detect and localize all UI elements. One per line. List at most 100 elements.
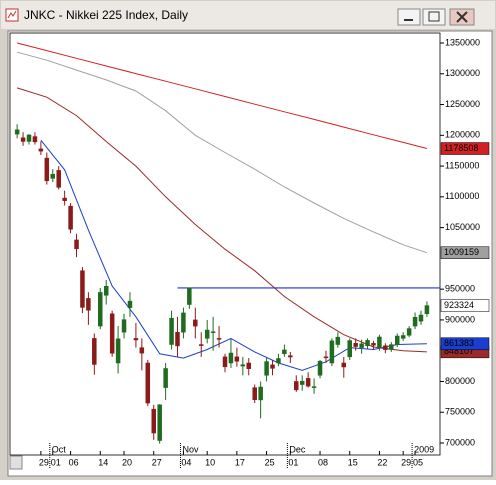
candle-body [389, 344, 394, 350]
last-value-label: 1009159 [444, 247, 479, 257]
x-tick-label: 29 [401, 457, 411, 467]
candle-body [62, 197, 67, 201]
y-tick-label: 1250000 [445, 99, 480, 109]
candle-body [371, 343, 376, 346]
candle-body [335, 336, 341, 345]
candle-body [365, 340, 370, 347]
candle-body [68, 205, 73, 230]
plot [14, 42, 440, 444]
candle-body [282, 349, 287, 355]
moving-average-line [16, 42, 428, 149]
month-label: Dec [289, 444, 306, 454]
x-tick-label: 17 [235, 457, 245, 467]
candle-body [311, 386, 317, 388]
candle-body [240, 364, 246, 367]
candle-body [44, 157, 50, 182]
candle-body [323, 356, 329, 359]
candle-body [103, 286, 109, 296]
candle-body [264, 361, 269, 376]
moving-average-line [16, 51, 428, 254]
month-label: Oct [52, 444, 67, 454]
y-tick-label: 950000 [445, 284, 475, 294]
candle-body [198, 344, 204, 346]
x-tick-label: 25 [265, 457, 275, 467]
y-tick-label: 1150000 [445, 160, 479, 170]
x-tick-label: 08 [318, 457, 328, 467]
candle-body [377, 336, 382, 348]
candle-body [246, 362, 252, 369]
candle-body [383, 345, 388, 350]
candle-body [175, 331, 180, 347]
minimize-button[interactable] [397, 8, 421, 26]
x-tick-label: 22 [377, 457, 387, 467]
candle-body [139, 347, 145, 354]
candle-body [38, 148, 44, 152]
candle-body [133, 338, 139, 341]
candle-body [394, 335, 400, 345]
candle-body [193, 319, 198, 327]
candle-body [406, 328, 412, 336]
y-tick-label: 1200000 [445, 130, 480, 140]
maximize-button[interactable] [422, 8, 446, 26]
candle-body [353, 343, 358, 347]
candle-body [121, 319, 127, 333]
candle-body [288, 355, 293, 358]
x-tick-label: 29 [39, 457, 49, 467]
candle-body [86, 298, 91, 311]
candle-body [92, 338, 97, 365]
y-tick-label: 750000 [445, 407, 475, 417]
candle-body [20, 137, 26, 142]
candle-body [157, 404, 162, 441]
candle-body [234, 356, 240, 362]
x-tick-label: 05 [413, 457, 423, 467]
candle-body [270, 364, 275, 369]
candle-body [329, 340, 335, 364]
candle-body [204, 329, 210, 339]
candle-body [341, 362, 347, 368]
month-label: Nov [182, 444, 199, 454]
candle-body [56, 170, 61, 188]
x-tick-label: 27 [152, 457, 162, 467]
x-tick-label: 06 [69, 457, 79, 467]
candle-body [163, 368, 168, 388]
candle-body [74, 239, 79, 250]
candle-body [181, 312, 186, 333]
candle-body [26, 134, 32, 142]
candle-body [216, 338, 222, 340]
y-tick-label: 1100000 [445, 191, 479, 201]
candle-body [109, 313, 115, 354]
candle-body [151, 408, 156, 434]
candle-body [305, 378, 311, 387]
x-tick-label: 15 [348, 457, 358, 467]
y-tick-label: 1350000 [445, 37, 480, 47]
candle-body [50, 173, 56, 179]
y-tick-label: 700000 [445, 437, 475, 447]
candle-body [228, 352, 234, 364]
last-value-label: 861383 [444, 338, 474, 348]
candle-body [145, 362, 151, 404]
candle-body [32, 136, 38, 143]
last-value-label: 848107 [444, 346, 474, 356]
month-label: 2009 [414, 444, 434, 454]
candle-body [169, 317, 174, 345]
x-tick-label: 20 [122, 457, 132, 467]
maximize-glyph [428, 11, 440, 22]
y-tick-label: 900000 [445, 314, 475, 324]
x-tick-label: 04 [181, 457, 191, 467]
scroll-thumb[interactable] [9, 455, 23, 470]
moving-average-line [16, 87, 427, 353]
candle-body [115, 338, 121, 364]
candle-body [400, 335, 406, 339]
candle-body [258, 386, 263, 401]
candle-body [317, 360, 323, 376]
x-tick-label: 14 [98, 457, 108, 467]
candle-body [187, 287, 192, 305]
candle-body [347, 340, 352, 358]
candle-body [424, 305, 430, 315]
x-tick-label: 01 [51, 457, 61, 467]
candle-body [98, 292, 103, 327]
last-value-box [440, 142, 490, 155]
last-value-label: 1178508 [444, 143, 478, 153]
last-value-box [440, 299, 490, 312]
